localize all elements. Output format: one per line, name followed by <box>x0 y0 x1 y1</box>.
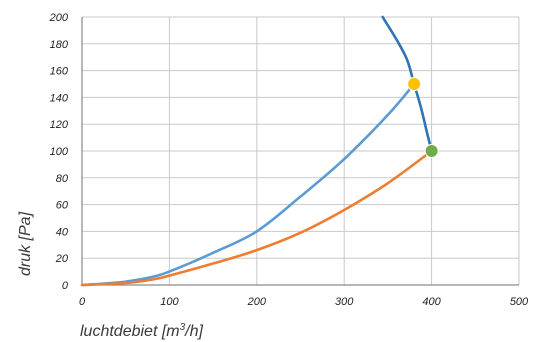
y-tick-label: 80 <box>56 173 69 185</box>
x-axis-title: luchtdebiet [m3/h] <box>80 322 204 340</box>
y-tick-label: 60 <box>56 200 69 212</box>
x-axis-title-main: luchtdebiet [m <box>80 323 180 340</box>
x-tick-label: 0 <box>79 296 86 308</box>
x-tick-label: 200 <box>247 296 267 308</box>
x-tick-label: 400 <box>422 296 441 308</box>
marker-layer <box>407 77 439 158</box>
series-line-1 <box>80 82 416 287</box>
x-tick-label: 300 <box>335 296 354 308</box>
y-axis-title: druk [Pa] <box>17 211 34 276</box>
x-axis-title-sup: 3 <box>180 322 186 333</box>
y-tick-label: 120 <box>50 119 69 131</box>
x-tick-label: 500 <box>510 296 529 308</box>
y-tick-label: 20 <box>55 253 69 265</box>
operating-point-marker-1 <box>407 77 422 91</box>
y-tick-label: 160 <box>50 66 69 78</box>
y-tick-label: 140 <box>50 92 69 104</box>
y-tick-label: 0 <box>62 280 69 292</box>
operating-point-marker-2 <box>424 144 439 158</box>
series-line-2 <box>80 149 433 287</box>
y-tick-label: 200 <box>49 12 69 24</box>
tick-labels: 0 20 40 60 80 100 120 140 160 180 200 0 100 200 300 400… <box>49 12 529 308</box>
x-tick-label: 100 <box>160 296 179 308</box>
y-tick-label: 180 <box>50 39 69 51</box>
grid <box>81 16 520 286</box>
y-tick-label: 40 <box>56 226 69 238</box>
y-tick-label: 100 <box>50 146 69 158</box>
x-axis-title-tail: /h] <box>184 323 203 340</box>
